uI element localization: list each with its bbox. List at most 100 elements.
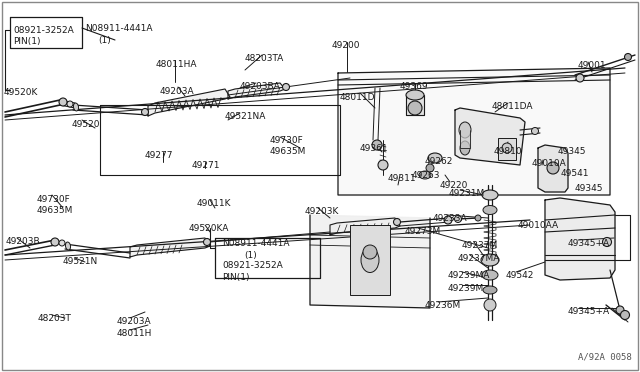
Text: N08911-4441A: N08911-4441A: [222, 239, 289, 248]
Circle shape: [378, 160, 388, 170]
Circle shape: [141, 109, 148, 115]
Text: 49369: 49369: [400, 82, 429, 91]
Text: 49635M: 49635M: [37, 206, 74, 215]
Polygon shape: [406, 95, 424, 115]
Text: 49239M: 49239M: [448, 284, 484, 293]
Text: 49237MA: 49237MA: [458, 254, 500, 263]
Circle shape: [621, 311, 630, 320]
Text: 49361: 49361: [360, 144, 388, 153]
Text: (1): (1): [244, 251, 257, 260]
Circle shape: [475, 215, 481, 221]
Circle shape: [394, 218, 401, 225]
Text: 49311: 49311: [388, 174, 417, 183]
Polygon shape: [130, 238, 210, 257]
Text: 49203K: 49203K: [305, 207, 339, 216]
Text: 49263: 49263: [412, 171, 440, 180]
Circle shape: [444, 216, 452, 224]
Text: N08911-4441A: N08911-4441A: [85, 24, 152, 33]
Circle shape: [602, 237, 611, 247]
Text: 48203TA: 48203TA: [245, 54, 284, 63]
Ellipse shape: [406, 90, 424, 100]
Circle shape: [59, 240, 65, 246]
Text: 49345+A: 49345+A: [568, 307, 610, 316]
Polygon shape: [538, 145, 568, 192]
Polygon shape: [148, 89, 230, 116]
Text: 49239MA: 49239MA: [448, 271, 490, 280]
Circle shape: [625, 54, 632, 61]
Text: A/92A 0058: A/92A 0058: [579, 353, 632, 362]
Text: 49810: 49810: [494, 147, 523, 156]
Polygon shape: [228, 83, 285, 99]
Text: 49520K: 49520K: [4, 88, 38, 97]
Text: 49345+A: 49345+A: [568, 239, 610, 248]
Text: 48203T: 48203T: [38, 314, 72, 323]
Text: PIN(1): PIN(1): [222, 273, 250, 282]
Circle shape: [51, 238, 59, 246]
Text: 49010A: 49010A: [532, 159, 567, 168]
Bar: [350, 225, 390, 295]
Text: 49277: 49277: [145, 151, 173, 160]
Text: 49521NA: 49521NA: [225, 112, 266, 121]
Text: 49542: 49542: [506, 271, 534, 280]
Text: 49203B: 49203B: [6, 237, 40, 246]
Text: 49271: 49271: [192, 161, 221, 170]
Circle shape: [484, 299, 496, 311]
Circle shape: [502, 143, 512, 153]
Text: 49203A: 49203A: [117, 317, 152, 326]
Text: 49262: 49262: [425, 157, 453, 166]
Polygon shape: [310, 215, 430, 308]
Text: PIN(1): PIN(1): [13, 37, 40, 46]
Circle shape: [408, 101, 422, 115]
Ellipse shape: [459, 122, 471, 138]
Polygon shape: [330, 218, 400, 235]
Text: 49233A: 49233A: [433, 214, 468, 223]
Text: (1): (1): [98, 36, 111, 45]
Ellipse shape: [460, 141, 470, 155]
Circle shape: [363, 245, 377, 259]
Bar: [498, 138, 516, 160]
Ellipse shape: [482, 270, 498, 280]
Text: 48011DA: 48011DA: [492, 102, 534, 111]
Text: 08921-3252A: 08921-3252A: [222, 261, 283, 270]
Circle shape: [372, 140, 382, 150]
Text: 48011D: 48011D: [340, 93, 376, 102]
Ellipse shape: [428, 153, 442, 163]
Ellipse shape: [483, 205, 497, 215]
Circle shape: [59, 98, 67, 106]
Text: 49237M: 49237M: [462, 241, 499, 250]
Text: 49001: 49001: [578, 61, 607, 70]
Circle shape: [576, 74, 584, 82]
Text: 48011HA: 48011HA: [156, 60, 198, 69]
Ellipse shape: [419, 171, 431, 179]
Ellipse shape: [361, 247, 379, 273]
Ellipse shape: [483, 286, 497, 294]
Text: 49010AA: 49010AA: [518, 221, 559, 230]
Text: 49203BA: 49203BA: [240, 82, 281, 91]
Text: 49345: 49345: [575, 184, 604, 193]
Text: 49236M: 49236M: [425, 301, 461, 310]
Text: 49520: 49520: [72, 120, 100, 129]
Text: 49200: 49200: [332, 41, 360, 50]
Text: 49730F: 49730F: [270, 136, 304, 145]
Circle shape: [616, 306, 624, 314]
Text: 49520KA: 49520KA: [189, 224, 229, 233]
Text: 08921-3252A: 08921-3252A: [13, 26, 74, 35]
Circle shape: [204, 238, 211, 246]
Ellipse shape: [482, 190, 498, 200]
Text: 49730F: 49730F: [37, 195, 71, 204]
Text: 48011H: 48011H: [117, 329, 152, 338]
Text: 49345: 49345: [558, 147, 586, 156]
Polygon shape: [455, 108, 525, 165]
Text: 49011K: 49011K: [197, 199, 232, 208]
Polygon shape: [545, 198, 615, 280]
Text: 49521N: 49521N: [63, 257, 99, 266]
Text: 49273M: 49273M: [405, 227, 441, 236]
Text: 49635M: 49635M: [270, 147, 307, 156]
Circle shape: [67, 101, 73, 107]
Text: 49220: 49220: [440, 181, 468, 190]
Circle shape: [426, 164, 434, 172]
Circle shape: [454, 215, 461, 222]
Circle shape: [282, 83, 289, 90]
Text: 49541: 49541: [561, 169, 589, 178]
Ellipse shape: [74, 103, 79, 111]
